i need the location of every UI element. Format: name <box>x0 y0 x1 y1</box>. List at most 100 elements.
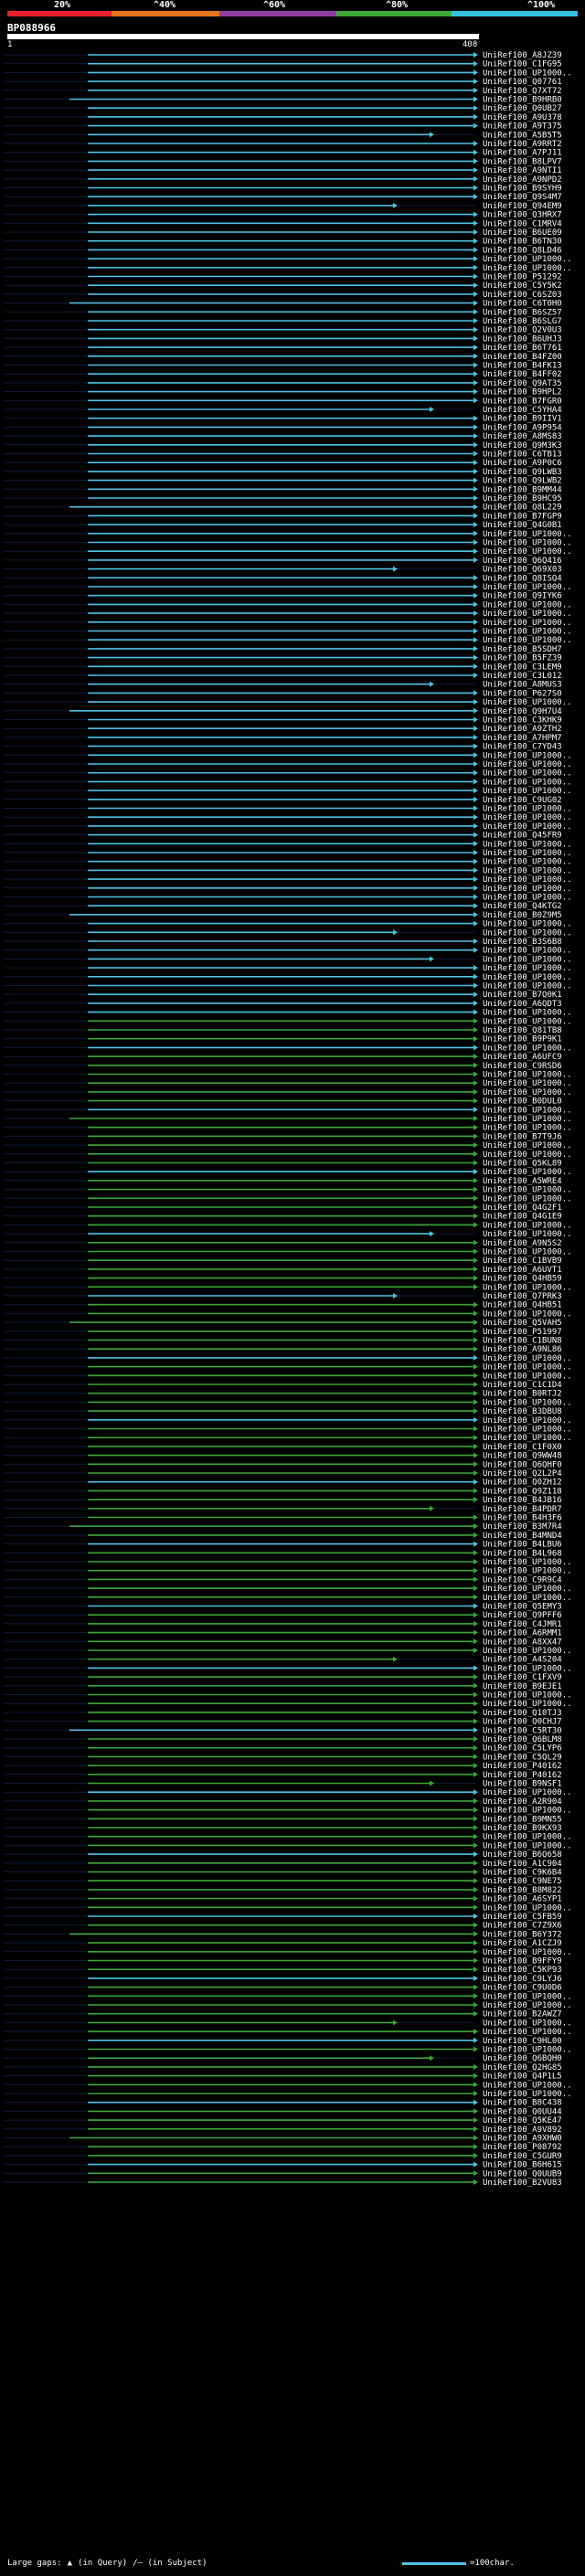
hit-row[interactable]: UniRef100_B9KX93 <box>4 1824 562 1833</box>
hit-label[interactable]: UniRef100_Q07761 <box>483 78 562 87</box>
hit-label[interactable]: UniRef100_UP1000.. <box>483 1168 572 1177</box>
hit-row[interactable]: UniRef100_UP1000.. <box>4 539 572 548</box>
hit-label[interactable]: UniRef100_C9U0D6 <box>483 1984 562 1993</box>
hit-label[interactable]: UniRef100_C1FG95 <box>483 60 562 69</box>
hit-row[interactable]: UniRef100_UP1000.. <box>4 1700 572 1709</box>
hit-row[interactable]: UniRef100_A6UVT1 <box>4 1266 562 1275</box>
hit-row[interactable]: UniRef100_B0DUL0 <box>4 1097 562 1107</box>
hit-label[interactable]: UniRef100_A9U378 <box>483 113 562 122</box>
hit-row[interactable]: UniRef100_UP1000.. <box>4 858 572 867</box>
hit-label[interactable]: UniRef100_UP1000.. <box>483 1398 572 1407</box>
hit-label[interactable]: UniRef100_P51997 <box>483 1328 562 1337</box>
hit-label[interactable]: UniRef100_Q45FR9 <box>483 832 562 841</box>
hit-row[interactable]: UniRef100_P40162 <box>4 1771 562 1780</box>
hit-label[interactable]: UniRef100_UP1000.. <box>483 751 572 760</box>
hit-label[interactable]: UniRef100_B7Q0K1 <box>483 991 562 1000</box>
hit-row[interactable]: UniRef100_C5FB59 <box>4 1913 562 1922</box>
hit-row[interactable]: UniRef100_A8XX47 <box>4 1638 562 1647</box>
hit-label[interactable]: UniRef100_UP1000.. <box>483 547 572 557</box>
hit-label[interactable]: UniRef100_B6T761 <box>483 344 562 353</box>
hit-row[interactable]: UniRef100_UP1000.. <box>4 1186 572 1195</box>
hit-row[interactable]: UniRef100_UP1000.. <box>4 1283 572 1292</box>
hit-row[interactable]: UniRef100_Q94EM9 <box>4 202 562 211</box>
hit-label[interactable]: UniRef100_C5KP93 <box>483 1966 562 1975</box>
hit-label[interactable]: UniRef100_UP1000.. <box>483 1833 572 1842</box>
hit-row[interactable]: UniRef100_UP1000.. <box>4 255 572 264</box>
hit-row[interactable]: UniRef100_UP1000.. <box>4 920 572 929</box>
hit-label[interactable]: UniRef100_A8JZ39 <box>483 51 562 60</box>
hit-row[interactable]: UniRef100_UP1000.. <box>4 2090 572 2099</box>
hit-label[interactable]: UniRef100_Q5VAH5 <box>483 1319 562 1328</box>
hit-row[interactable]: UniRef100_B3DBU8 <box>4 1407 562 1416</box>
hit-label[interactable]: UniRef100_UP1000.. <box>483 973 572 982</box>
hit-label[interactable]: UniRef100_A5B5T5 <box>483 131 562 140</box>
hit-row[interactable]: UniRef100_UP1000.. <box>4 1115 572 1124</box>
hit-row[interactable]: UniRef100_UP1000.. <box>4 600 572 610</box>
hit-row[interactable]: UniRef100_Q5VAH5 <box>4 1319 562 1328</box>
hit-row[interactable]: UniRef100_B5FZ39 <box>4 654 562 663</box>
hit-label[interactable]: UniRef100_B7T9J6 <box>483 1132 562 1141</box>
hit-row[interactable]: UniRef100_Q45FR9 <box>4 832 562 841</box>
hit-row[interactable]: UniRef100_B9IIV1 <box>4 415 562 424</box>
hit-label[interactable]: UniRef100_B4FF02 <box>483 370 562 379</box>
hit-row[interactable]: UniRef100_UP1000.. <box>4 2081 572 2090</box>
hit-label[interactable]: UniRef100_C9UG02 <box>483 796 562 805</box>
hit-label[interactable]: UniRef100_UP1000.. <box>483 885 572 894</box>
hit-label[interactable]: UniRef100_C7Z9X6 <box>483 1922 562 1931</box>
hit-row[interactable]: UniRef100_UP1000.. <box>4 1398 572 1407</box>
hit-row[interactable]: UniRef100_Q0UU44 <box>4 2107 562 2116</box>
hit-row[interactable]: UniRef100_B6Y372 <box>4 1930 562 1939</box>
hit-row[interactable]: UniRef100_UP1000.. <box>4 1416 572 1426</box>
hit-label[interactable]: UniRef100_B6TN30 <box>483 238 562 247</box>
hit-row[interactable]: UniRef100_C9RSD6 <box>4 1062 562 1071</box>
hit-label[interactable]: UniRef100_C1F0X0 <box>483 1443 562 1452</box>
hit-label[interactable]: UniRef100_A7PJ11 <box>483 149 562 158</box>
hit-row[interactable]: UniRef100_UP1000.. <box>4 530 572 539</box>
hit-label[interactable]: UniRef100_B9MN55 <box>483 1815 562 1824</box>
hit-label[interactable]: UniRef100_B0RTJ2 <box>483 1390 562 1399</box>
hit-label[interactable]: UniRef100_Q8LD46 <box>483 246 562 255</box>
hit-label[interactable]: UniRef100_A2R904 <box>483 1797 562 1807</box>
hit-label[interactable]: UniRef100_UP1000.. <box>483 1221 572 1230</box>
hit-row[interactable]: UniRef100_Q9AT35 <box>4 379 562 388</box>
hit-label[interactable]: UniRef100_A7HPM7 <box>483 734 562 743</box>
hit-label[interactable]: UniRef100_Q9M3K3 <box>483 441 562 451</box>
hit-row[interactable]: UniRef100_P08792 <box>4 2143 562 2152</box>
hit-label[interactable]: UniRef100_Q4G2F1 <box>483 1203 562 1213</box>
hit-label[interactable]: UniRef100_Q3HRX7 <box>483 211 562 220</box>
hit-row[interactable]: UniRef100_UP1000.. <box>4 1150 572 1160</box>
hit-row[interactable]: UniRef100_B8LPV7 <box>4 157 562 166</box>
hit-label[interactable]: UniRef100_C5FB59 <box>483 1913 562 1922</box>
hit-row[interactable]: UniRef100_Q2V0U3 <box>4 326 562 335</box>
hit-row[interactable]: UniRef100_UP1000.. <box>4 947 572 956</box>
hit-label[interactable]: UniRef100_UP1000.. <box>483 760 572 769</box>
hit-label[interactable]: UniRef100_B9HRB0 <box>483 96 562 105</box>
hit-row[interactable]: UniRef100_C1FG95 <box>4 60 562 69</box>
hit-label[interactable]: UniRef100_Q5KL89 <box>483 1160 562 1169</box>
hit-label[interactable]: UniRef100_A9NL86 <box>483 1345 562 1354</box>
hit-row[interactable]: UniRef100_C5GUR9 <box>4 2152 562 2161</box>
hit-row[interactable]: UniRef100_Q5KL89 <box>4 1160 562 1169</box>
hit-label[interactable]: UniRef100_C9NE75 <box>483 1877 562 1886</box>
hit-row[interactable]: UniRef100_UP1000.. <box>4 1664 572 1673</box>
hit-label[interactable]: UniRef100_Q8ISQ4 <box>483 574 562 583</box>
hit-row[interactable]: UniRef100_C1MRV4 <box>4 219 562 228</box>
hit-label[interactable]: UniRef100_UP1000.. <box>483 1585 572 1594</box>
hit-row[interactable]: UniRef100_UP1000.. <box>4 2046 572 2055</box>
hit-label[interactable]: UniRef100_B9SYH9 <box>483 185 562 194</box>
hit-label[interactable]: UniRef100_UP1000.. <box>483 1691 572 1701</box>
hit-label[interactable]: UniRef100_UP1000.. <box>483 1992 572 2001</box>
hit-row[interactable]: UniRef100_Q2L2P4 <box>4 1469 562 1479</box>
hit-row[interactable]: UniRef100_UP1000.. <box>4 778 572 787</box>
hit-row[interactable]: UniRef100_A7PJ11 <box>4 149 562 158</box>
hit-label[interactable]: UniRef100_Q9Z118 <box>483 1487 562 1496</box>
hit-row[interactable]: UniRef100_B9HRB0 <box>4 96 562 105</box>
hit-label[interactable]: UniRef100_A6QDT3 <box>483 1000 562 1009</box>
hit-row[interactable]: UniRef100_B4LBU6 <box>4 1541 562 1550</box>
hit-row[interactable]: UniRef100_A6SYP1 <box>4 1895 562 1904</box>
hit-label[interactable]: UniRef100_UP1000.. <box>483 955 572 964</box>
hit-row[interactable]: UniRef100_B2VU83 <box>4 2178 562 2188</box>
hit-label[interactable]: UniRef100_Q4HB59 <box>483 1275 562 1284</box>
hit-label[interactable]: UniRef100_Q94EM9 <box>483 202 562 211</box>
hit-row[interactable]: UniRef100_UP1000.. <box>4 1088 572 1097</box>
